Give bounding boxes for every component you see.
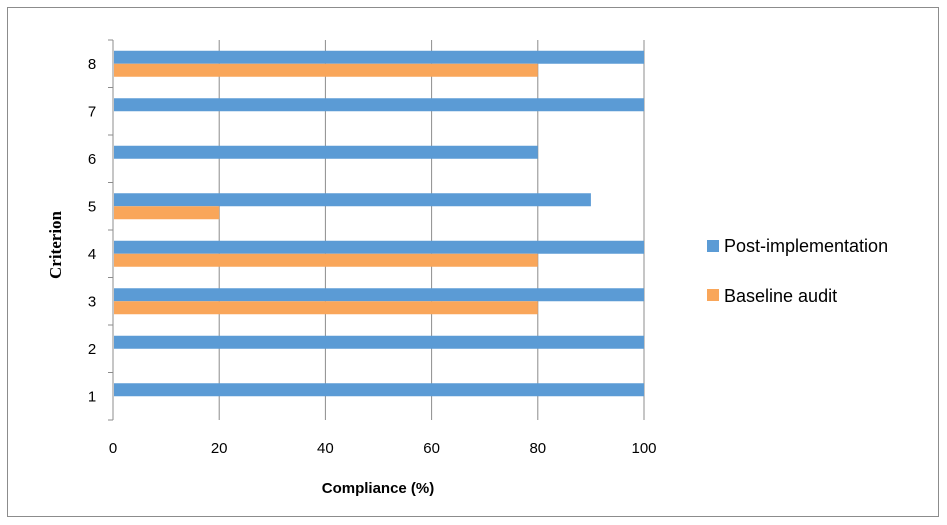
y-axis-ticks	[108, 39, 113, 421]
x-tick-label: 0	[109, 440, 117, 457]
bar-post-implementation-criterion-8	[114, 50, 644, 64]
y-tick-label: 1	[88, 388, 96, 405]
y-tick-label: 4	[88, 246, 96, 263]
legend: Post-implementation Baseline audit	[707, 236, 888, 306]
bar-post-implementation-criterion-7	[114, 98, 644, 112]
bar-post-implementation-criterion-5	[114, 193, 591, 207]
bar-post-implementation-criterion-3	[114, 288, 644, 302]
axes	[108, 39, 114, 421]
y-tick-label: 6	[88, 151, 96, 168]
bar-baseline-audit-criterion-4	[114, 253, 538, 267]
legend-swatch-baseline-audit	[707, 289, 719, 301]
bar-baseline-audit-criterion-3	[114, 301, 538, 315]
x-tick-label: 100	[631, 440, 656, 457]
bar-baseline-audit-criterion-5	[114, 206, 220, 220]
bar-baseline-audit-criterion-8	[114, 63, 538, 77]
bar-post-implementation-criterion-6	[114, 145, 538, 159]
bar-post-implementation-criterion-2	[114, 335, 644, 349]
gridlines	[218, 40, 645, 420]
y-tick-label: 8	[88, 56, 96, 73]
bar-post-implementation-criterion-1	[114, 383, 644, 397]
bars	[114, 50, 644, 397]
y-tick-label: 2	[88, 341, 96, 358]
x-tick-label: 20	[211, 440, 228, 457]
legend-swatch-post-implementation	[707, 240, 719, 252]
y-axis-title: Criterion	[46, 210, 65, 279]
x-tick-label: 80	[529, 440, 546, 457]
y-tick-label: 5	[88, 198, 96, 215]
legend-label-post-implementation: Post-implementation	[724, 236, 888, 256]
bar-post-implementation-criterion-4	[114, 240, 644, 254]
y-tick-label: 3	[88, 293, 96, 310]
x-tick-label: 40	[317, 440, 334, 457]
x-axis-title: Compliance (%)	[322, 480, 435, 497]
legend-label-baseline-audit: Baseline audit	[724, 286, 837, 306]
x-tick-label: 60	[423, 440, 440, 457]
tick-labels: 0 20 40 60 80 100 1 2 3 4 5 6 7 8	[88, 56, 657, 457]
y-tick-label: 7	[88, 103, 96, 120]
